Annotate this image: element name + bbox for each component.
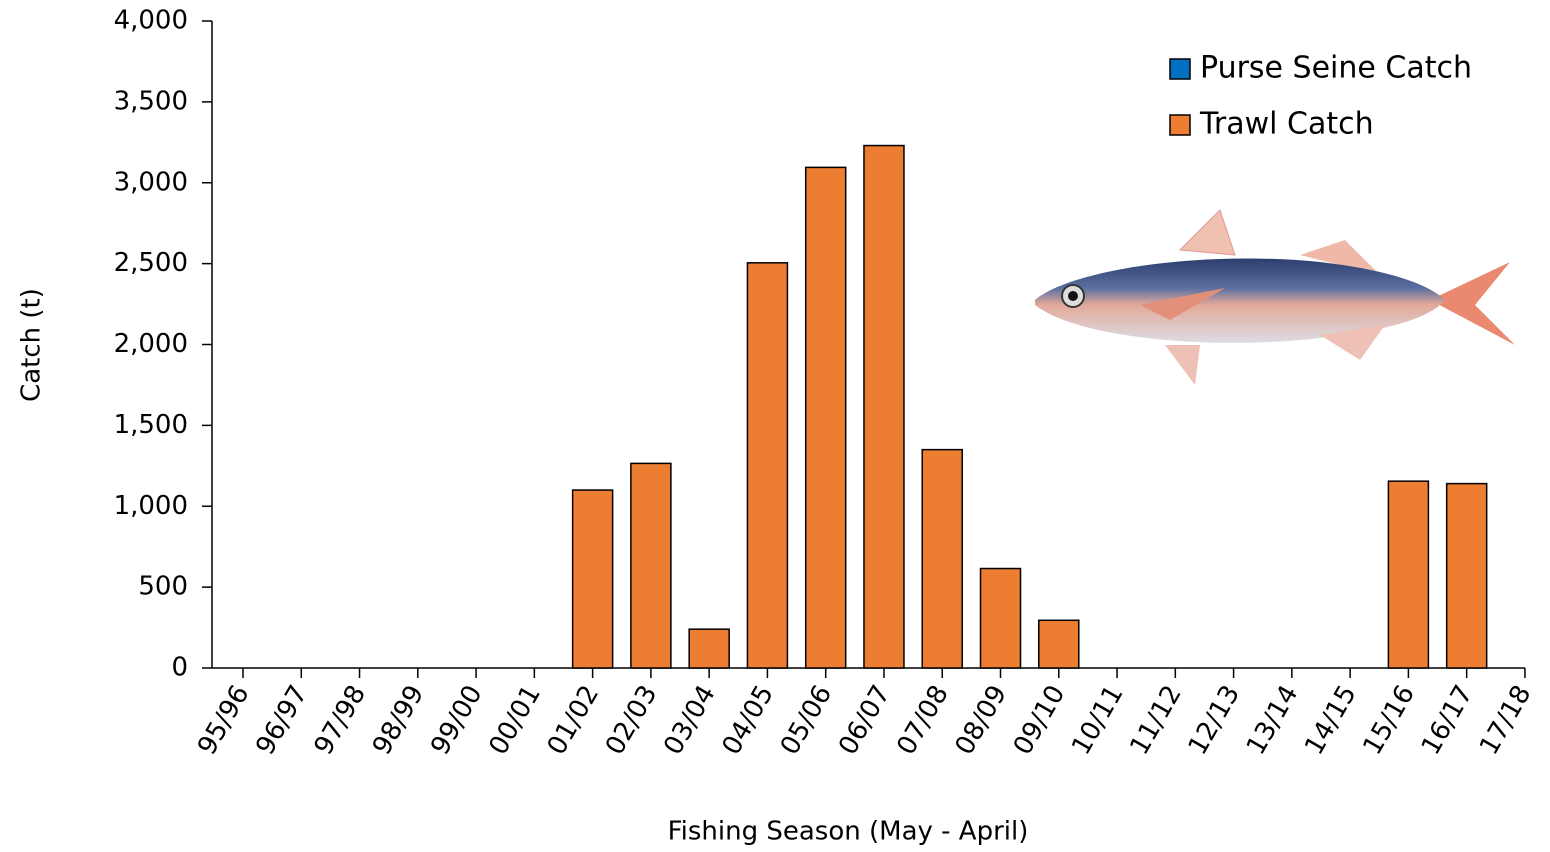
legend-label: Purse Seine Catch (1200, 51, 1472, 86)
x-axis-label: Fishing Season (May - April) (668, 817, 1029, 847)
bar (571, 489, 614, 669)
y-tick-label: 2,500 (114, 248, 188, 278)
y-tick-label: 500 (138, 572, 188, 602)
x-tick-label: 00/01 (483, 680, 546, 760)
x-tick-label: 95/96 (192, 680, 255, 760)
bar (688, 628, 730, 669)
bar (1387, 480, 1430, 669)
y-tick-label: 3,000 (114, 167, 188, 197)
x-tick-label: 13/14 (1241, 680, 1304, 760)
legend-swatch (1169, 58, 1191, 80)
x-tick-label: 01/02 (542, 680, 605, 760)
y-tick-label: 1,000 (114, 491, 188, 521)
x-tick-label: 02/03 (600, 680, 663, 760)
fish-illustration (1035, 209, 1515, 385)
bar (1038, 619, 1080, 669)
bar (630, 462, 672, 669)
bar (804, 166, 847, 669)
legend-label: Trawl Catch (1199, 107, 1374, 142)
x-tick-label: 98/99 (367, 680, 430, 760)
x-tick-label: 04/05 (717, 680, 780, 760)
x-tick-label: 12/13 (1183, 680, 1246, 760)
x-tick-label: 11/12 (1124, 680, 1187, 760)
x-tick-label: 03/04 (658, 680, 721, 760)
x-tick-label: 14/15 (1299, 680, 1362, 760)
x-tick-label: 99/00 (425, 680, 488, 760)
bar (921, 448, 963, 669)
y-tick-label: 3,500 (114, 86, 188, 116)
bar (979, 567, 1022, 669)
x-tick-label: 97/98 (309, 680, 372, 760)
x-tick-label: 08/09 (950, 680, 1013, 760)
y-tick-label: 0 (171, 653, 188, 683)
x-tick-label: 16/17 (1416, 680, 1479, 760)
bar (1445, 482, 1488, 669)
y-tick-label: 2,000 (114, 329, 188, 359)
y-axis-label: Catch (t) (17, 288, 47, 402)
bar (863, 144, 905, 669)
x-tick-label: 10/11 (1066, 680, 1129, 760)
x-tick-label: 96/97 (250, 680, 313, 760)
x-tick-label: 05/06 (775, 680, 838, 760)
x-tick-label: 07/08 (891, 680, 954, 760)
y-tick-label: 1,500 (114, 410, 188, 440)
x-tick-label: 17/18 (1474, 680, 1537, 760)
bar (746, 262, 789, 669)
x-tick-label: 06/07 (833, 680, 896, 760)
y-tick-label: 4,000 (114, 6, 188, 36)
x-tick-label: 09/10 (1008, 680, 1071, 760)
legend-swatch (1169, 114, 1191, 136)
x-tick-label: 15/16 (1358, 680, 1421, 760)
